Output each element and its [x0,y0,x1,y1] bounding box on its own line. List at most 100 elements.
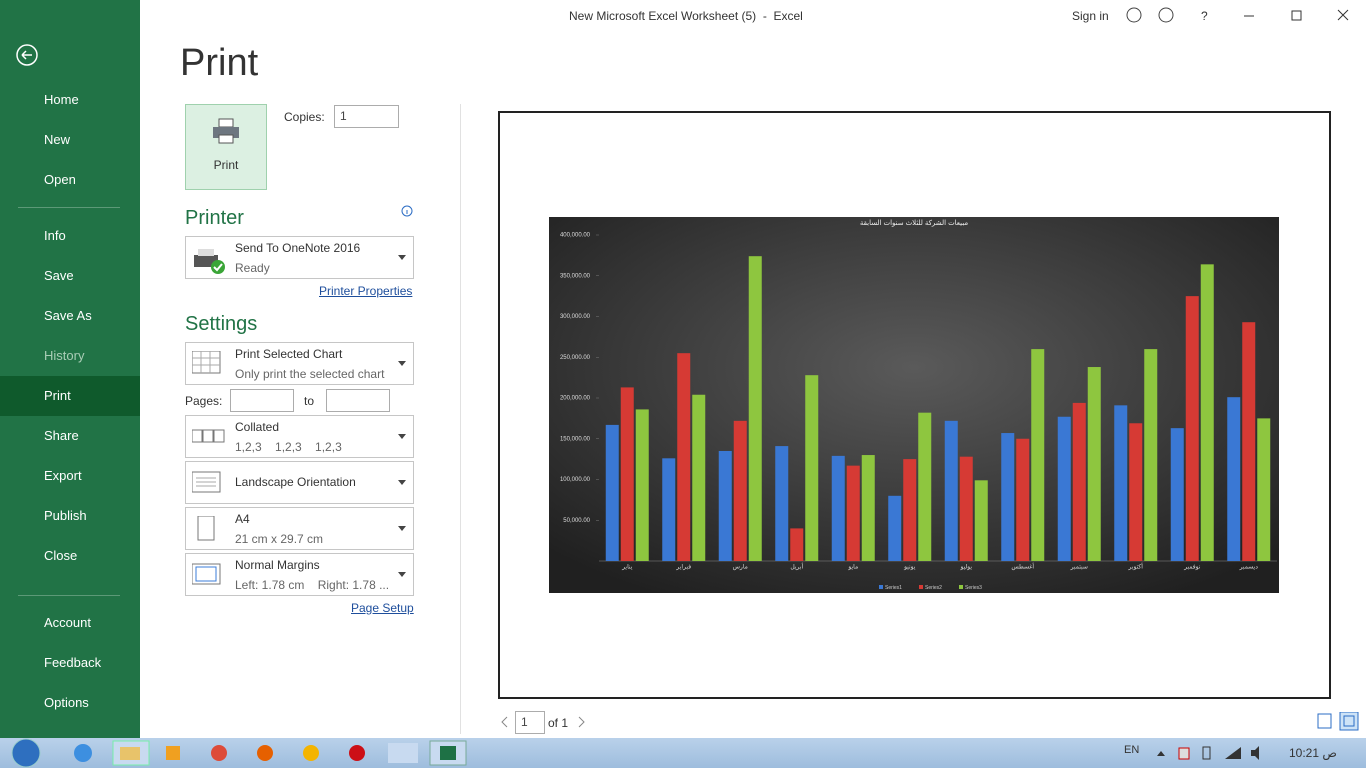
bar [861,455,875,561]
nav-item[interactable]: History [44,348,85,363]
sign-in[interactable]: Sign in [1072,9,1109,23]
bar [1001,433,1015,561]
view-buttons[interactable] [1316,712,1362,732]
margins-desc: Left: 1.78 cm Right: 1.78 ... [235,578,390,592]
bar [1144,349,1158,561]
pages-to[interactable] [326,389,390,412]
nav-item[interactable]: Info [44,228,66,243]
paper-dropdown[interactable]: A4 21 cm x 29.7 cm [185,507,414,550]
bar [888,495,902,561]
collation-desc: 1,2,3 1,2,3 1,2,3 [235,440,342,454]
paper-size: A4 [235,512,250,526]
orientation-dropdown[interactable]: Landscape Orientation [185,461,414,504]
nav-item[interactable]: Save As [44,308,92,323]
x-tick-label: نوفمبر [1183,565,1201,571]
nav-item[interactable]: Save [44,268,74,283]
nav-item[interactable]: Export [44,468,82,483]
y-tick-label: 200,000.00 [560,396,591,402]
nav-item[interactable]: Print [0,376,140,416]
taskbar-icons[interactable] [8,738,468,768]
nav-item[interactable]: Account [44,615,91,630]
bar [692,394,706,561]
margins: Normal Margins [235,558,320,572]
legend-swatch [879,585,883,589]
collation-dropdown[interactable]: Collated 1,2,3 1,2,3 1,2,3 [185,415,414,458]
margins-dropdown[interactable]: Normal Margins Left: 1.78 cm Right: 1.78… [185,553,414,596]
bar [1114,405,1128,561]
dropdown-arrow [398,433,406,439]
print-button[interactable]: Print [185,104,267,190]
bar [1227,397,1241,561]
bar [805,375,819,561]
x-tick-label: أغسطس [1011,563,1034,571]
printer-icon [213,118,239,144]
collate-icon [192,429,225,443]
back-button[interactable] [16,44,40,68]
printer-dropdown[interactable]: Send To OneNote 2016 Ready [185,236,414,279]
y-tick-label: 250,000.00 [560,355,591,361]
page-count: of 1 [548,716,569,730]
y-tick-label: 300,000.00 [560,314,591,320]
bar [1129,423,1143,561]
bar [605,424,619,561]
legend-label: Series2 [925,585,942,591]
next-page[interactable] [575,715,589,729]
chart-title: مبيعات الشركة للثلاث سنوات السابقة [860,219,969,227]
y-tick-label: 350,000.00 [560,273,591,279]
dropdown-arrow [398,254,406,260]
info-icon[interactable] [401,205,413,217]
paper-icon [197,516,215,541]
window-title: New Microsoft Excel Worksheet (5) - Exce… [569,9,803,23]
print-what-dropdown[interactable]: Print Selected Chart Only print the sele… [185,342,414,385]
copies-input[interactable]: 1 [334,105,399,128]
bar [733,420,747,561]
bar [831,455,845,561]
collation: Collated [235,420,280,434]
nav-item[interactable]: New [44,132,71,147]
nav-item[interactable]: Options [44,695,89,710]
nav-item[interactable]: Open [44,172,76,187]
bar [677,353,691,561]
taskbar: EN 10:21 ص [0,738,1366,768]
sheet-icon [192,351,221,374]
printer-name: Send To OneNote 2016 [235,241,361,255]
dropdown-arrow [398,571,406,577]
bar [1072,402,1086,561]
bar [1242,322,1256,561]
bar [662,458,676,561]
page-number-input[interactable]: 1 [515,711,545,734]
window-controls[interactable] [1240,6,1360,26]
x-tick-label: يونيو [903,565,916,571]
bar [1016,438,1030,561]
nav-item[interactable]: Feedback [44,655,102,670]
bar [846,465,860,561]
tray-icons[interactable] [1155,744,1270,762]
bar [903,459,917,561]
nav-item[interactable]: Share [44,428,79,443]
pages-from[interactable] [230,389,294,412]
bar [748,256,762,561]
y-tick-label: 400,000.00 [560,233,591,239]
clock: 10:21 ص [1289,746,1337,760]
nav-item[interactable]: Close [44,548,78,563]
print-what: Print Selected Chart [235,347,343,361]
settings-heading: Settings [185,313,258,335]
prev-page[interactable] [498,715,512,729]
separator [18,595,120,596]
nav-item[interactable]: Home [44,92,79,107]
bar [918,412,932,561]
margins-icon [192,563,221,585]
bar [1057,416,1071,561]
printer-properties-link[interactable]: Printer Properties [319,284,413,298]
x-tick-label: مايو [847,564,858,571]
bar [1185,296,1199,561]
language-indicator[interactable]: EN [1124,744,1140,756]
paper-dimensions: 21 cm x 29.7 cm [235,532,324,546]
help-button[interactable]: ? [1201,9,1208,23]
page-setup-link[interactable]: Page Setup [351,601,414,615]
dropdown-arrow [398,479,406,485]
orientation: Landscape Orientation [235,475,356,489]
x-tick-label: أكتوبر [1128,563,1144,571]
nav-item[interactable]: Publish [44,508,87,523]
